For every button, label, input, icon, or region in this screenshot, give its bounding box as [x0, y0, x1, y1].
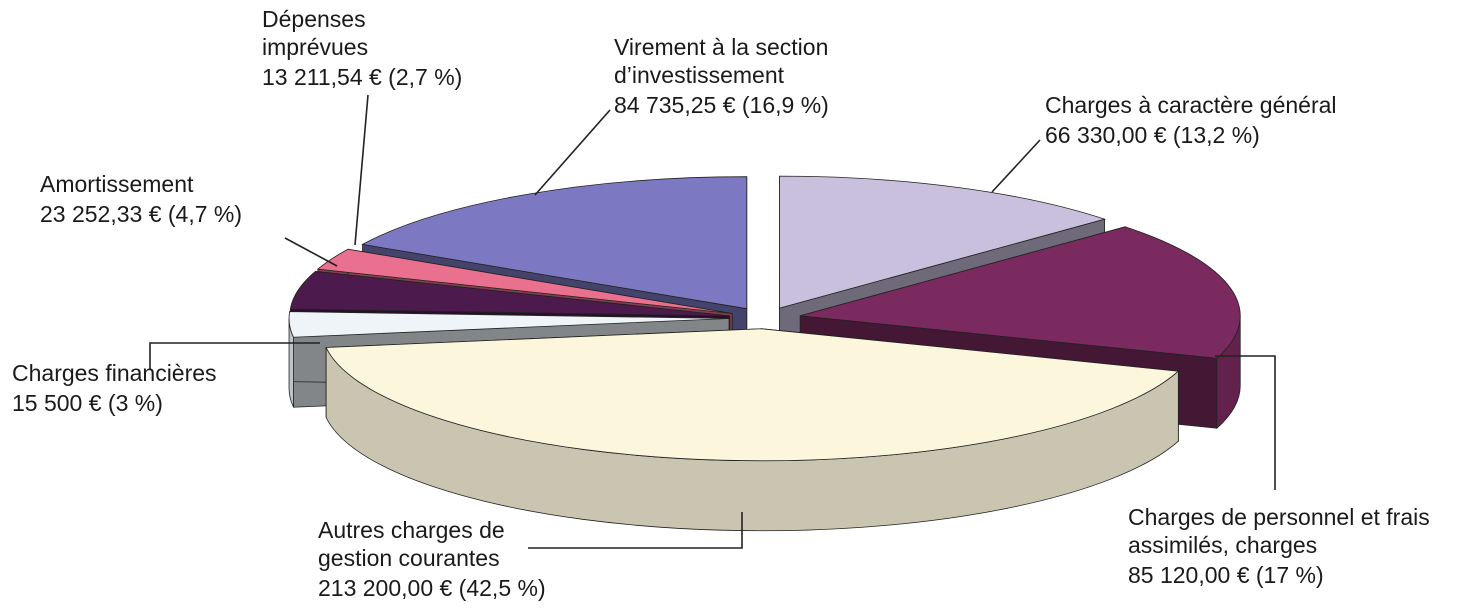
value-label: 213 200,00 € (42,5 %) — [318, 575, 546, 601]
value-label: 84 735,25 € (16,9 %) — [614, 92, 829, 118]
leader-line — [1215, 355, 1276, 490]
slice-label: Charges de personnel et frais assimilés,… — [1128, 504, 1436, 558]
leader-line — [354, 94, 369, 246]
slice-label: Charges financières — [12, 360, 217, 386]
slice-top — [288, 311, 730, 338]
slice-label: Virement à la section d’investissement — [614, 34, 835, 88]
leader-line — [534, 109, 611, 196]
value-label: 13 211,54 € (2,7 %) — [262, 64, 462, 90]
slice-label: Charges à caractère général — [1045, 92, 1337, 118]
value-label: 85 120,00 € (17 %) — [1128, 562, 1324, 588]
slice — [325, 328, 1180, 532]
leader-line — [991, 139, 1041, 193]
slice-label: Autres charges de gestion courantes — [318, 517, 511, 571]
slice-top — [800, 226, 1241, 359]
slice-label: Dépenses imprévues — [262, 6, 372, 60]
slice-top — [361, 176, 748, 310]
value-label: 23 252,33 € (4,7 %) — [40, 201, 242, 227]
slice-top — [779, 175, 1106, 309]
slice-top — [289, 271, 730, 317]
leader-line — [284, 237, 338, 267]
value-label: 66 330,00 € (13,2 %) — [1045, 122, 1260, 148]
leader-line — [528, 512, 743, 549]
value-label: 15 500 € (3 %) — [12, 390, 163, 416]
slice-label: Amortissement — [40, 171, 194, 197]
slice-top — [325, 328, 1180, 462]
leader-line — [149, 342, 320, 370]
slice-top — [316, 248, 733, 314]
